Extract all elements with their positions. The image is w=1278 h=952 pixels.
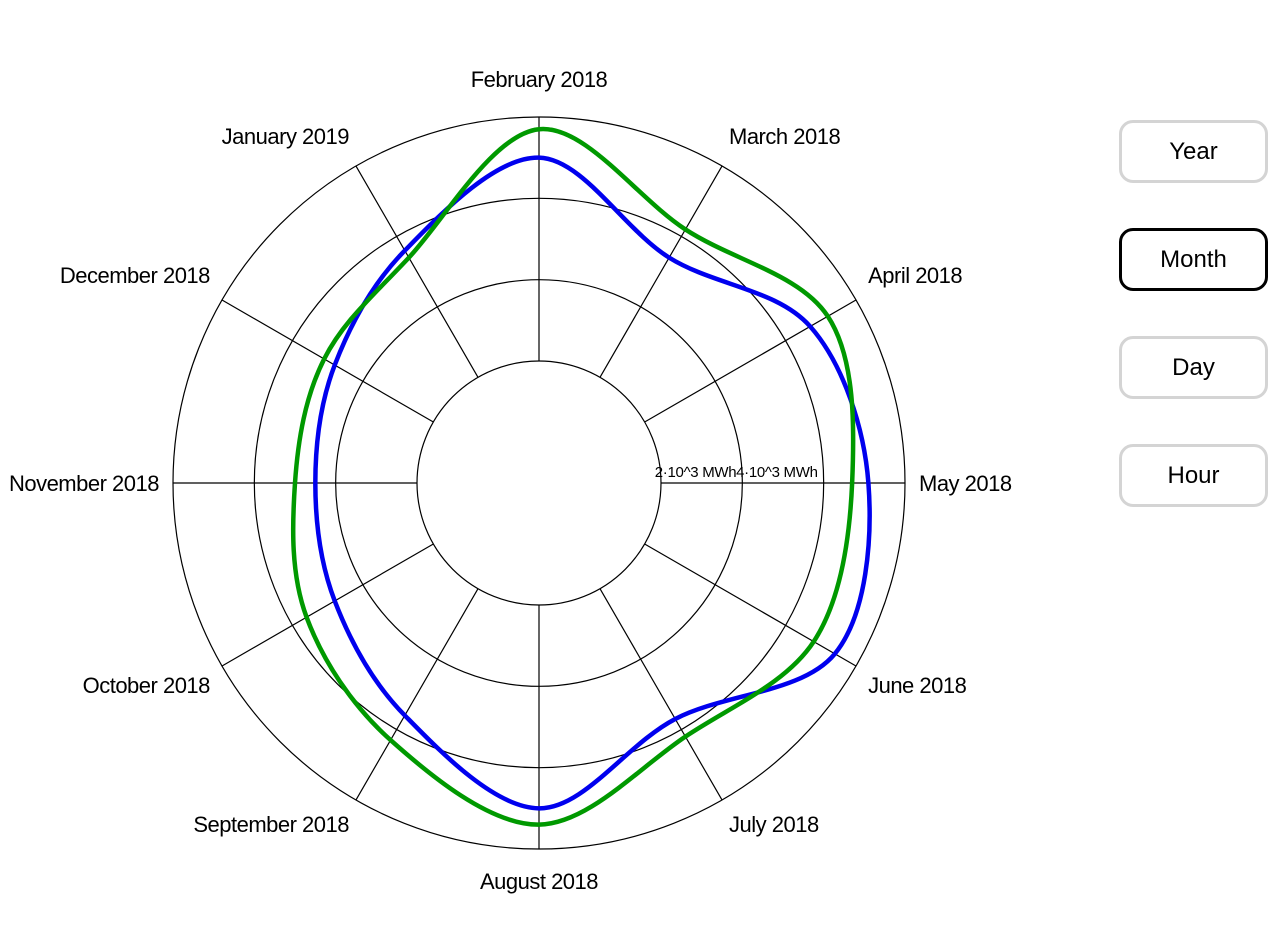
ring-labels: 2·10^3 MWh 4·10^3 MWh bbox=[655, 464, 818, 481]
spoke-line bbox=[221, 299, 434, 423]
ring-label: 4·10^3 MWh bbox=[736, 464, 818, 481]
series-line-1 bbox=[290, 126, 856, 827]
category-label: August 2018 bbox=[480, 869, 598, 894]
spoke-line bbox=[221, 543, 434, 667]
ring-label: 2·10^3 MWh bbox=[655, 464, 737, 481]
category-label: May 2018 bbox=[919, 471, 1012, 496]
radar-chart: February 2018 March 2018 April 2018 May 201… bbox=[9, 67, 1012, 894]
day-button[interactable]: Day bbox=[1119, 336, 1268, 399]
outer-circle bbox=[172, 116, 906, 850]
category-label: February 2018 bbox=[471, 67, 608, 92]
spoke-line bbox=[599, 588, 723, 801]
category-label: January 2019 bbox=[222, 124, 350, 149]
series-line-0 bbox=[313, 155, 872, 811]
spoke-line bbox=[644, 543, 857, 667]
category-label: July 2018 bbox=[729, 812, 819, 837]
inner-circle bbox=[416, 360, 662, 606]
radar-series bbox=[290, 126, 872, 827]
spoke-line bbox=[355, 165, 479, 378]
radar-grid bbox=[172, 116, 906, 850]
grid-ring bbox=[335, 279, 743, 687]
category-label: April 2018 bbox=[868, 263, 962, 288]
month-button[interactable]: Month bbox=[1119, 228, 1268, 291]
spoke-line bbox=[355, 588, 479, 801]
category-label: December 2018 bbox=[60, 263, 210, 288]
hour-button[interactable]: Hour bbox=[1119, 444, 1268, 507]
spoke-line bbox=[599, 165, 723, 378]
category-label: March 2018 bbox=[729, 124, 840, 149]
category-label: November 2018 bbox=[9, 471, 159, 496]
category-label: September 2018 bbox=[193, 812, 349, 837]
granularity-selector: Year Month Day Hour bbox=[1119, 120, 1269, 552]
grid-ring bbox=[253, 197, 825, 769]
category-labels: February 2018 March 2018 April 2018 May 201… bbox=[9, 67, 1012, 894]
spoke-line bbox=[644, 299, 857, 423]
year-button[interactable]: Year bbox=[1119, 120, 1268, 183]
category-label: June 2018 bbox=[868, 673, 967, 698]
category-label: October 2018 bbox=[83, 673, 211, 698]
